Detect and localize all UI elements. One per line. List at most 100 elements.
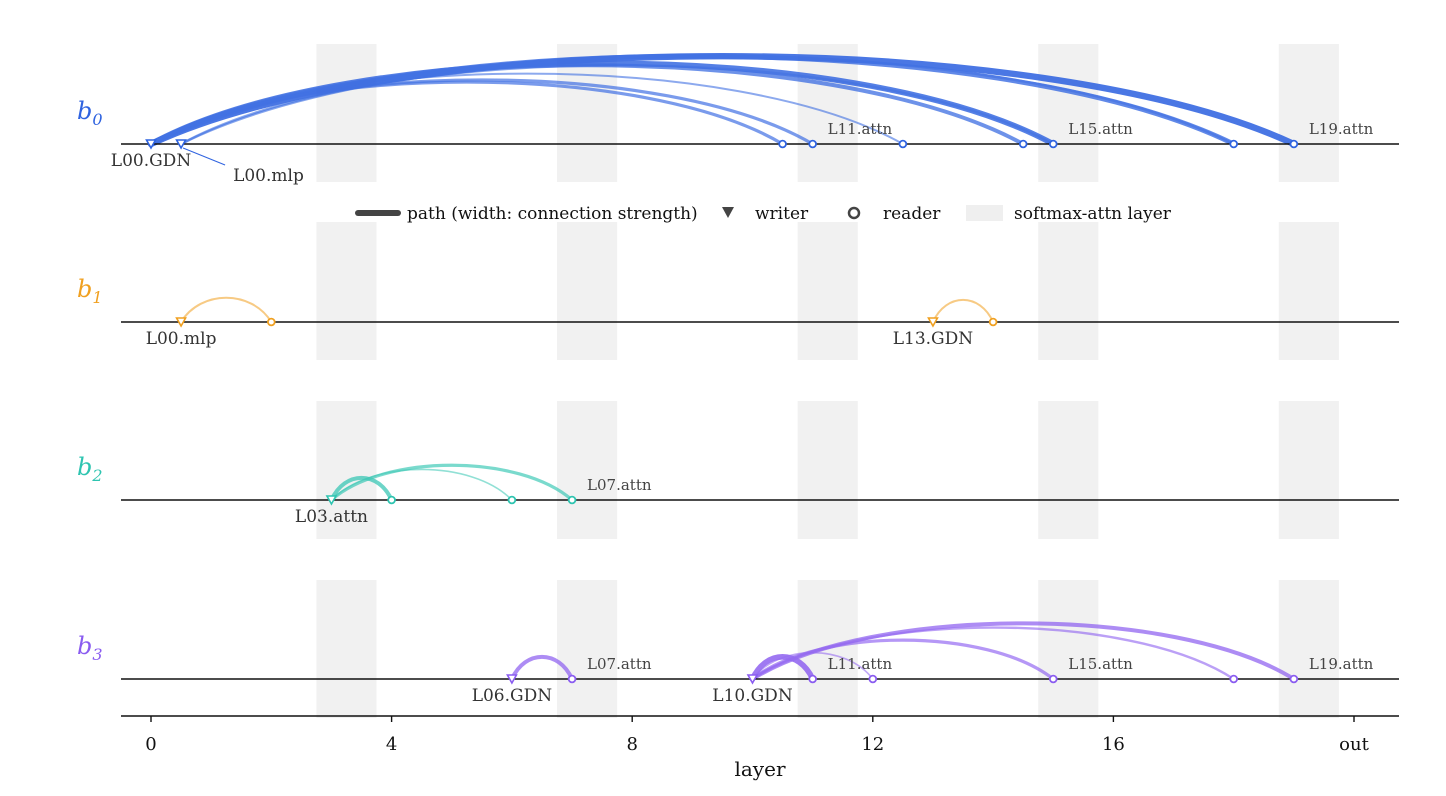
node-label: L06.GDN [472,686,553,706]
row-arcs [147,53,1298,148]
reader-marker-icon [266,317,276,327]
node-label: L03.attn [295,507,368,527]
node-label: L00.GDN [111,151,192,171]
writer-marker-icon [325,495,338,506]
softmax-attn-band [1038,44,1099,182]
reader-marker-icon [567,495,577,505]
connection-arc [329,463,574,502]
x-tick-label: 8 [626,734,637,755]
legend-shaded-label: softmax-attn layer [1014,204,1172,224]
row-arcs [509,621,1296,682]
connection-arc [179,64,1055,146]
softmax-attn-band [1278,222,1339,360]
node-label: L19.attn [1309,655,1374,673]
softmax-attn-bands [316,44,1339,718]
x-axis: layer 0 4 8 12 16 out [121,715,1399,781]
row-arcs [180,296,995,323]
legend-reader-label: reader [883,204,941,224]
x-tick-label: 0 [145,734,156,755]
writer-marker-icon [145,139,157,150]
softmax-attn-band [1278,580,1339,718]
reader-marker-icon [808,139,817,149]
writer-marker-icon [746,674,759,685]
row-label: b1 [77,275,103,307]
softmax-attn-band [557,401,618,539]
node-label: L15.attn [1068,655,1133,673]
softmax-attn-band [316,44,377,182]
chart-rows: b0 L00.GDN L00.mlp L11.attn L15.attn L19.attn… [77,53,1399,706]
reader-marker-icon [387,495,396,505]
row-label: b3 [77,632,103,664]
node-label-leader [182,147,226,166]
node-label: L11.attn [828,120,893,138]
connection-arc [330,468,513,501]
softmax-attn-band [316,222,377,360]
writer-marker-icon [175,139,187,150]
node-label: L19.attn [1309,120,1374,138]
reader-marker-icon [808,674,817,684]
row-label: b0 [77,97,103,129]
legend-path-label: path (width: connection strength) [407,204,698,224]
softmax-attn-band [1038,580,1099,718]
reader-marker-icon [988,317,998,327]
connection-arc [180,296,273,323]
reader-marker-icon [778,139,787,149]
node-label: L07.attn [587,655,652,673]
row-b0: b0 L00.GDN L00.mlp L11.attn L15.attn L19.attn [77,53,1399,186]
reader-marker-icon [898,139,908,149]
connection-arc [750,638,1055,681]
reader-marker-icon [1229,139,1238,149]
node-label: L10.GDN [712,686,793,706]
x-tick-label: out [1339,734,1369,755]
legend: path (width: connection strength) writer… [355,204,1172,224]
connection-arc [149,80,785,146]
node-label: L00.mlp [146,329,217,349]
softmax-attn-band [1038,401,1099,539]
node-label: L00.mlp [233,166,304,186]
row-b2: b2 L03.attn L07.attn [77,453,1399,527]
legend-reader-icon [847,206,861,220]
row-arcs [329,463,574,502]
softmax-attn-band [1278,44,1339,182]
x-tick-label: 4 [386,734,397,755]
legend-shaded-swatch [966,205,1003,221]
legend-writer-label: writer [755,204,809,224]
x-tick-label: 16 [1102,734,1125,755]
softmax-attn-band [1278,401,1339,539]
legend-writer-icon [722,207,734,218]
reader-marker-icon [1048,139,1058,149]
connection-arc [751,652,874,680]
reader-marker-icon [1229,674,1238,684]
x-axis-title: layer [734,757,785,781]
reader-marker-icon [567,674,577,684]
connection-arc [509,654,575,681]
reader-marker-icon [507,495,517,505]
connection-arc [931,298,995,323]
node-label: L07.attn [587,476,652,494]
connection-arc [149,78,815,146]
node-label: L15.attn [1068,120,1133,138]
softmax-attn-band [1038,222,1099,360]
row-label: b2 [77,453,103,485]
connection-arc [329,475,394,502]
writer-marker-icon [927,317,939,328]
reader-marker-icon [1289,139,1299,149]
row-b3: b3 L06.GDN L07.attn L10.GDN L11.attn L15.attn… [77,621,1399,706]
reader-marker-icon [1048,674,1058,684]
x-tick-label: 12 [861,734,884,755]
row-b1: b1 L00.mlp L13.GDN [77,275,1399,349]
softmax-attn-band [557,580,618,718]
writer-marker-icon [506,674,518,685]
reader-marker-icon [868,674,878,684]
softmax-attn-band [797,401,858,539]
connection-arc [749,654,816,682]
softmax-attn-band [316,580,377,718]
reader-marker-icon [1289,674,1299,684]
node-label: L13.GDN [893,329,974,349]
writer-marker-icon [175,317,187,328]
reader-marker-icon [1018,139,1028,149]
softmax-attn-band [316,401,377,539]
softmax-attn-band [557,222,618,360]
softmax-attn-band [797,222,858,360]
